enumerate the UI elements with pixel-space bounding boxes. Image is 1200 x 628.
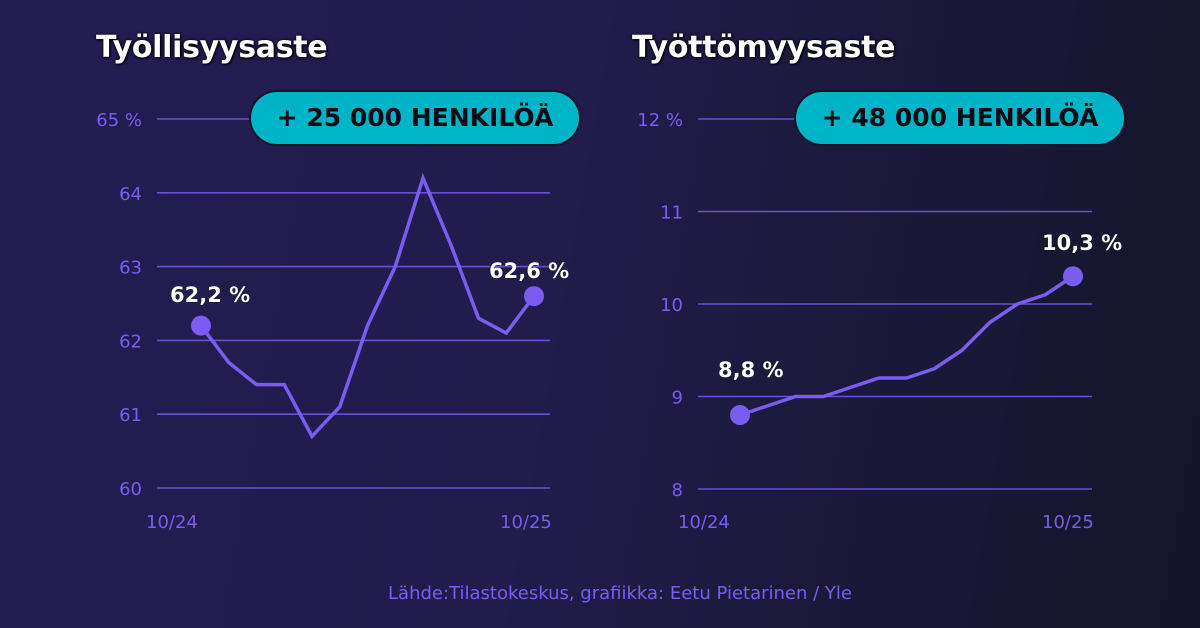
end-value-label: 10,3 % xyxy=(1042,231,1122,255)
start-point-marker xyxy=(191,315,211,336)
unemployment-rate-chart: 12 % 11 10 9 8 8,8 % 10,3 % 10/24 10/25 xyxy=(637,110,1122,533)
source-credit: Lähde:Tilastokeskus, grafiikka: Eetu Pie… xyxy=(388,583,852,604)
y-tick-label: 63 xyxy=(119,258,142,279)
end-point-marker xyxy=(524,286,544,307)
start-point-marker xyxy=(730,405,750,425)
x-tick-end: 10/25 xyxy=(1042,512,1094,533)
unemployment-rate-panel: 12 % 11 10 9 8 8,8 % 10,3 % 10/24 10/25 Työt… xyxy=(540,0,1140,560)
start-value-label: 8,8 % xyxy=(718,358,784,382)
y-tick-label: 62 xyxy=(119,331,142,352)
y-tick-label: 9 xyxy=(672,388,683,409)
y-tick-label: 60 xyxy=(119,479,142,500)
y-tick-label: 8 xyxy=(672,480,683,501)
y-tick-label: 61 xyxy=(119,405,142,426)
x-tick-start: 10/24 xyxy=(678,512,730,533)
employment-change-badge: + 25 000 HENKILÖÄ xyxy=(251,92,579,144)
y-tick-label: 11 xyxy=(660,203,683,224)
y-tick-label: 65 % xyxy=(96,110,142,131)
employment-rate-chart: 65 % 64 63 62 61 60 62,2 % 62,6 % 10/24 10/25 xyxy=(96,110,569,533)
x-tick-start: 10/24 xyxy=(146,512,198,533)
y-tick-label: 12 % xyxy=(637,110,683,131)
end-value-label: 62,6 % xyxy=(489,259,569,283)
unemployment-change-badge: + 48 000 HENKILÖÄ xyxy=(796,92,1124,144)
y-tick-label: 10 xyxy=(660,295,683,316)
employment-rate-title: Työllisyysaste xyxy=(96,30,328,65)
x-tick-end: 10/25 xyxy=(500,512,552,533)
employment-rate-panel: 65 % 64 63 62 61 60 62,2 % 62,6 % 10/24 10/25… xyxy=(0,0,600,560)
gridlines xyxy=(698,118,1092,490)
start-value-label: 62,2 % xyxy=(170,283,250,307)
unemployment-rate-line xyxy=(739,274,1074,417)
y-axis-ticks: 65 % 64 63 62 61 60 xyxy=(96,110,142,500)
y-tick-label: 64 xyxy=(119,184,142,205)
employment-rate-line xyxy=(199,172,536,440)
end-point-marker xyxy=(1063,266,1083,287)
y-axis-ticks: 12 % 11 10 9 8 xyxy=(637,110,683,501)
unemployment-rate-title: Työttömyysaste xyxy=(632,30,896,65)
